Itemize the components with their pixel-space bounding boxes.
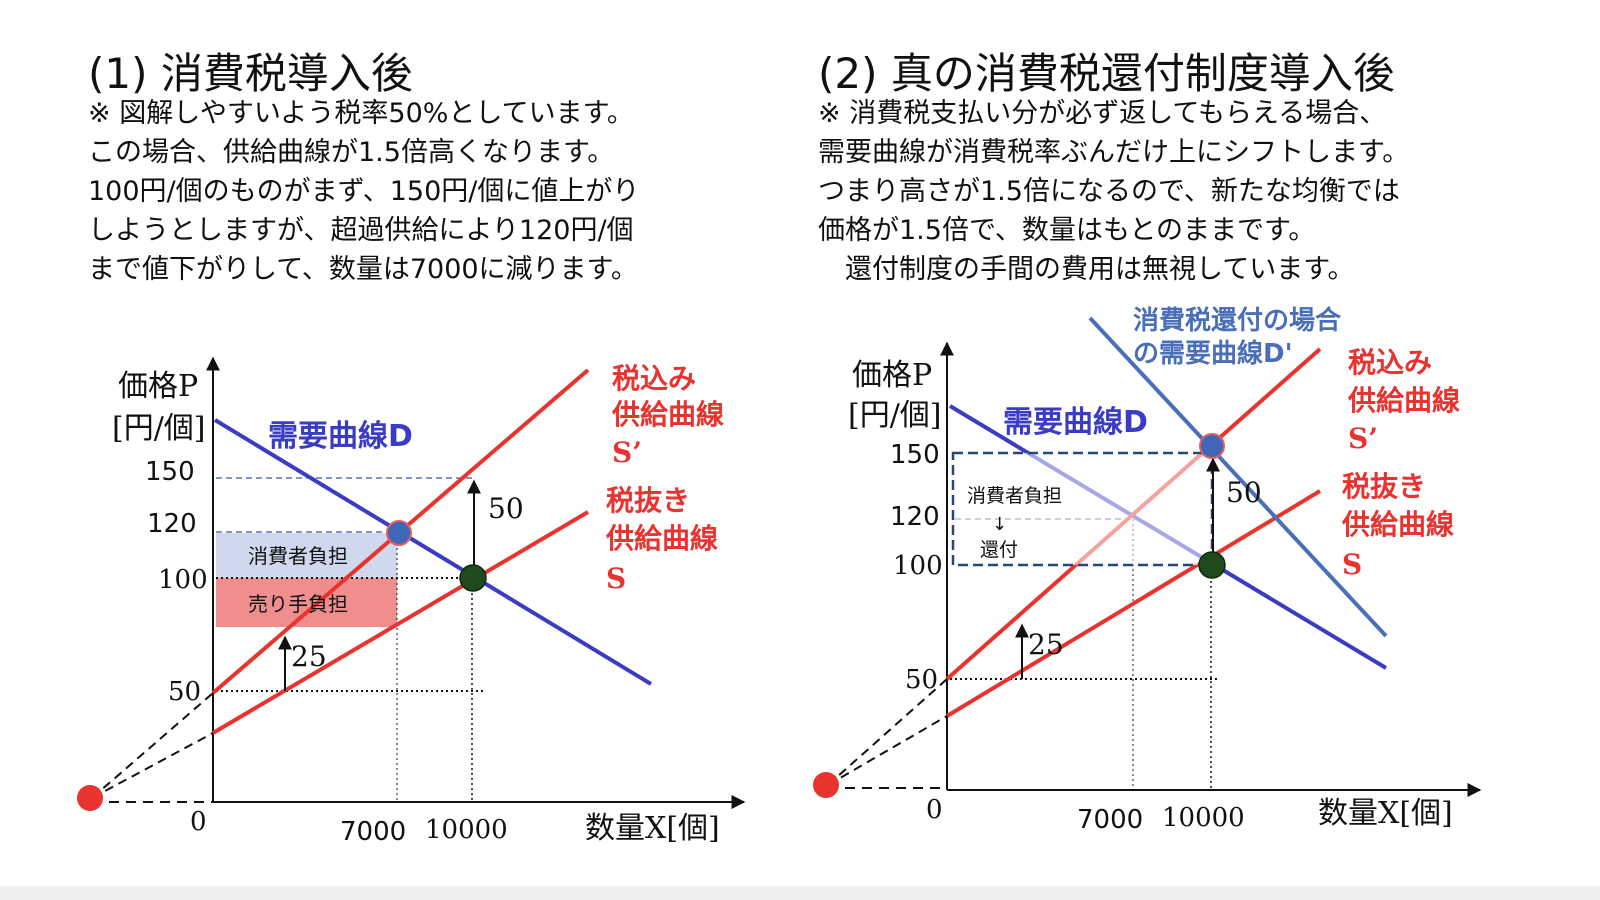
refund-arrow-glyph: ↓ [992,514,1007,535]
y-tick-120: 120 [890,502,940,532]
origin-label: 0 [190,807,207,837]
chart-1: 価格P [円/個] 数量X[個] 0 150 120 100 50 7000 1… [77,356,746,847]
supply-curve [945,489,1322,718]
panel1-description: ※ 図解しやすいよう税率50%としています。 この場合、供給曲線が1.5倍高くな… [88,94,639,289]
panel1-line: 100円/個のものがまず、150円/個に値上がり [88,176,640,207]
panel2-description: ※ 消費税支払い分が必ず返してもらえる場合、 需要曲線が消費税率ぶんだけ上にシフ… [818,94,1409,289]
new-equilibrium-point [386,520,412,546]
y-tick-50: 50 [168,677,201,707]
extension-dash-1 [91,692,214,799]
panel2-line: ※ 消費税支払い分が必ず返してもらえる場合、 [818,98,1387,129]
x-axis-label: 数量X[個] [1318,796,1453,831]
panel1-line: しようとしますが、超過供給により120円/個 [88,215,634,246]
x-tick-7000: 7000 [340,817,406,847]
demand-curve [213,418,653,686]
origin-point [813,772,839,798]
supply-tax-label-1: 税込み [612,362,696,395]
y-tick-150: 150 [890,440,940,470]
supply-tax-label-3: S’ [612,436,642,469]
panel1-line: ※ 図解しやすいよう税率50%としています。 [88,98,634,129]
arrow-50-label: 50 [488,492,524,525]
supply-curve [211,510,590,735]
y-tick-50: 50 [905,665,938,695]
y-axis-label: 価格P [852,358,932,393]
y-axis-label: 価格P [118,369,198,404]
supply-tax-label-2: 供給曲線 [611,398,724,431]
supply-tax-label-2: 供給曲線 [1347,384,1460,417]
panel2-line: 需要曲線が消費税率ぶんだけ上にシフトします。 [818,137,1410,168]
arrow-25-label: 25 [1028,628,1064,661]
supply-label-2: 供給曲線 [1341,508,1454,541]
arrow-25-label: 25 [291,640,327,673]
supply-tax-label-3: S’ [1348,422,1378,455]
old-equilibrium-point [1198,551,1226,579]
supply-label-3: S [606,562,626,595]
x-tick-10000: 10000 [425,815,508,845]
footer-bar [0,886,1600,900]
panel1-title: (1) 消費税導入後 [88,49,413,98]
y-axis-unit: [円/個] [848,398,942,433]
y-tick-100: 100 [893,551,943,581]
supply-label-2: 供給曲線 [605,522,718,555]
seller-burden-box [216,578,397,627]
x-axis-label: 数量X[個] [585,811,720,846]
y-tick-100: 100 [158,565,208,595]
x-tick-7000: 7000 [1077,805,1143,835]
panel2-line: つまり高さが1.5倍になるので、新たな均衡では [818,176,1400,207]
demand-refund-label-1: 消費税還付の場合 [1133,305,1342,336]
origin-point [77,785,103,811]
consumer-burden-label: 消費者負担 [248,544,348,568]
x-tick-10000: 10000 [1162,803,1245,833]
consumer-burden-label: 消費者負担 [967,485,1062,507]
supply-label-1: 税抜き [606,484,690,517]
demand-label: 需要曲線D [1003,405,1148,440]
seller-burden-label: 売り手負担 [248,592,348,616]
y-axis-unit: [円/個] [112,411,206,446]
refund-label: 還付 [980,539,1018,561]
extension-dash-2 [827,715,948,786]
arrow-50-label: 50 [1226,476,1262,509]
old-equilibrium-point [459,564,487,592]
origin-label: 0 [926,795,943,825]
y-tick-120: 120 [147,509,197,539]
extension-dash-1 [827,678,948,786]
consumer-burden-overlay [953,453,1212,565]
panel2-line: 還付制度の手間の費用は無視しています。 [818,254,1355,285]
chart-2: 価格P [円/個] 数量X[個] 0 150 120 100 50 7000 1… [813,305,1482,835]
supply-label-1: 税抜き [1342,470,1426,503]
supply-tax-label-1: 税込み [1348,346,1432,379]
extension-dash-2 [91,732,214,799]
y-tick-150: 150 [145,457,195,487]
consumer-burden-box [216,533,397,578]
panel2-title: (2) 真の消費税還付制度導入後 [818,49,1395,98]
supply-label-3: S [1342,548,1362,581]
panel1-line: この場合、供給曲線が1.5倍高くなります。 [88,137,615,168]
demand-label: 需要曲線D [268,419,413,454]
panel1-line: まで値下がりして、数量は7000に減ります。 [88,254,638,285]
new-equilibrium-point [1199,433,1225,459]
demand-refund-curve [1088,316,1388,638]
panel2-line: 価格が1.5倍で、数量はもとのままです。 [818,215,1316,246]
demand-refund-label-2: の需要曲線D' [1133,338,1293,369]
